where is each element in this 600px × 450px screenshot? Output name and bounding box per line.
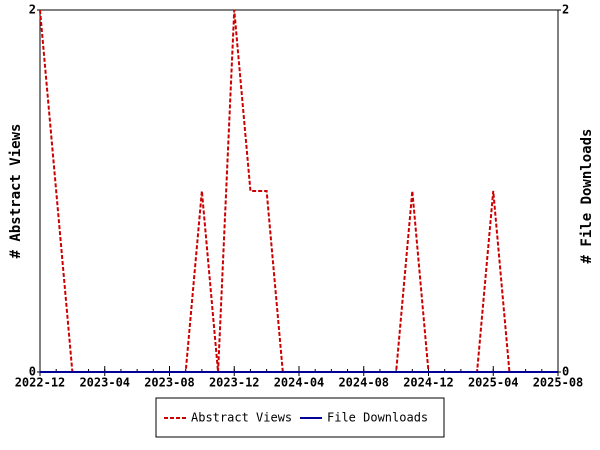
y-axis-label: # Abstract Views — [8, 124, 24, 259]
x-tick-label: 2024-08 — [338, 376, 389, 390]
y-tick-label: 2 — [29, 3, 36, 17]
legend-box — [155, 397, 445, 438]
x-tick-label: 2024-12 — [403, 376, 454, 390]
x-tick-label: 2022-12 — [15, 376, 66, 390]
legend-label: Abstract Views — [191, 411, 292, 425]
y-tick-label: 0 — [29, 365, 36, 379]
x-tick-label: 2023-04 — [79, 376, 130, 390]
x-tick-label: 2024-04 — [274, 376, 325, 390]
plot-frame — [39, 9, 559, 373]
y2-tick-label: 2 — [562, 3, 569, 17]
y2-tick-label: 0 — [562, 365, 569, 379]
x-tick-label: 2025-04 — [468, 376, 519, 390]
x-tick-label: 2025-08 — [533, 376, 584, 390]
legend-label: File Downloads — [327, 411, 428, 425]
series-line — [39, 9, 558, 373]
x-tick-label: 2023-08 — [144, 376, 195, 390]
y2-axis-label: # File Downloads — [579, 129, 595, 264]
x-tick-label: 2023-12 — [209, 376, 260, 390]
